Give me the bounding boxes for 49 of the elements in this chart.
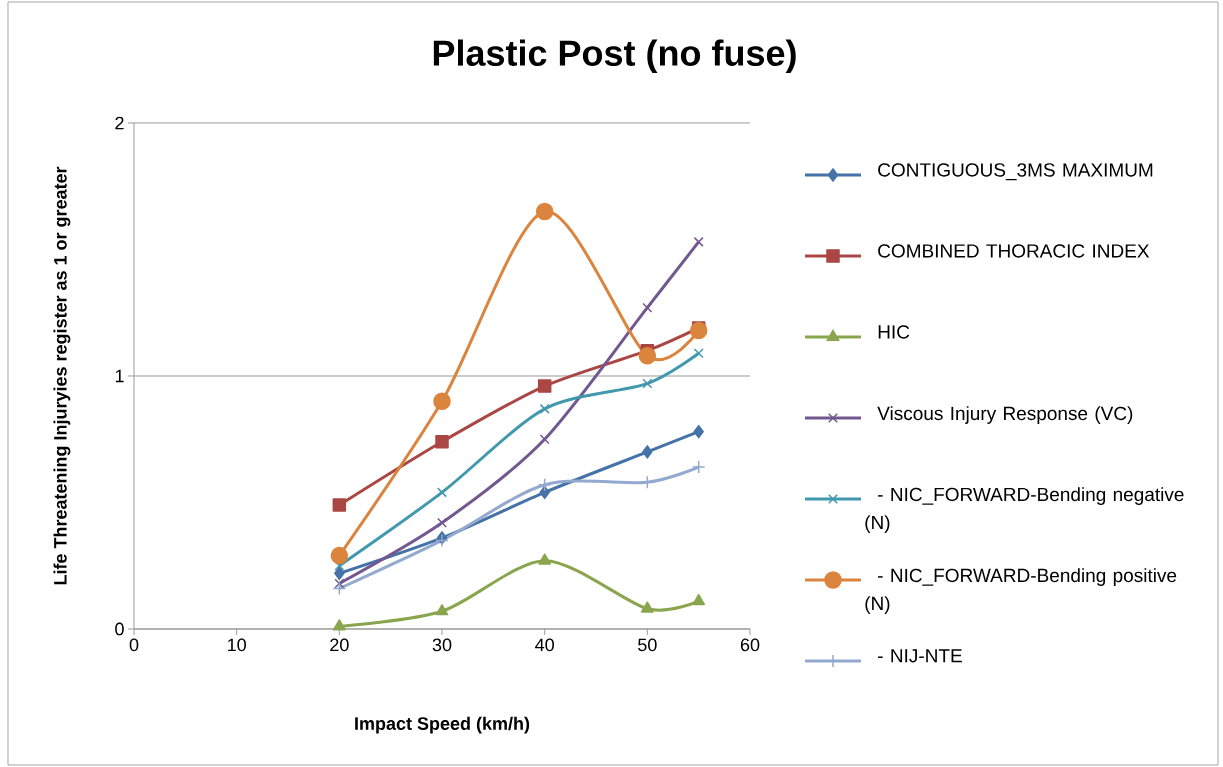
point — [689, 321, 708, 340]
x-tick-label: 30 — [432, 638, 452, 652]
point — [537, 379, 552, 393]
x-tick-label: 40 — [535, 638, 554, 652]
point — [642, 445, 653, 459]
point — [539, 485, 550, 500]
legend-label: HIC — [878, 325, 910, 339]
x-tick-label: 20 — [330, 638, 349, 652]
point — [537, 478, 552, 492]
point — [693, 236, 704, 247]
point — [334, 566, 345, 581]
point — [433, 392, 451, 411]
point — [435, 435, 449, 449]
y-tick-label: 2 — [115, 116, 124, 130]
point — [693, 348, 704, 359]
point — [693, 424, 704, 439]
point — [330, 546, 349, 565]
x-tick-label: 0 — [129, 638, 139, 652]
point — [332, 581, 347, 596]
x-axis-title: Impact Speed (km/h) — [355, 716, 530, 734]
legend-label: - NIJ-NTE — [878, 649, 962, 663]
legend-label: COMBINED THORACIC INDEX — [878, 244, 1150, 258]
x-tick-label: 60 — [740, 638, 760, 652]
point — [334, 578, 345, 589]
point — [538, 553, 552, 565]
point — [642, 302, 653, 313]
y-tick-label: 1 — [115, 369, 124, 383]
point — [435, 604, 449, 616]
point — [539, 434, 550, 445]
point — [692, 593, 706, 606]
point — [437, 517, 447, 528]
chart-title: Plastic Post (no fuse) — [433, 39, 796, 74]
y-axis-title: Life Threatening Injuryies register as 1 or greater — [53, 166, 71, 585]
legend-label: - NIC_FORWARD-Bending negative (N) — [865, 487, 1184, 533]
point — [638, 346, 657, 365]
point — [332, 498, 347, 512]
x-tick-label: 50 — [638, 638, 657, 652]
point — [437, 487, 447, 498]
point — [642, 378, 653, 389]
legend-label: - NIC_FORWARD-Bending positive (N) — [865, 568, 1177, 614]
point — [640, 601, 654, 613]
point — [691, 460, 706, 474]
point — [332, 619, 346, 631]
point — [539, 403, 550, 414]
legend-label: CONTIGUOUS_3MS MAXIMUM — [878, 163, 1153, 181]
y-tick-label: 0 — [115, 622, 124, 636]
legend-label: Viscous Injury Response (VC) — [877, 406, 1133, 424]
x-tick-label: 10 — [228, 638, 246, 652]
point — [535, 202, 554, 221]
